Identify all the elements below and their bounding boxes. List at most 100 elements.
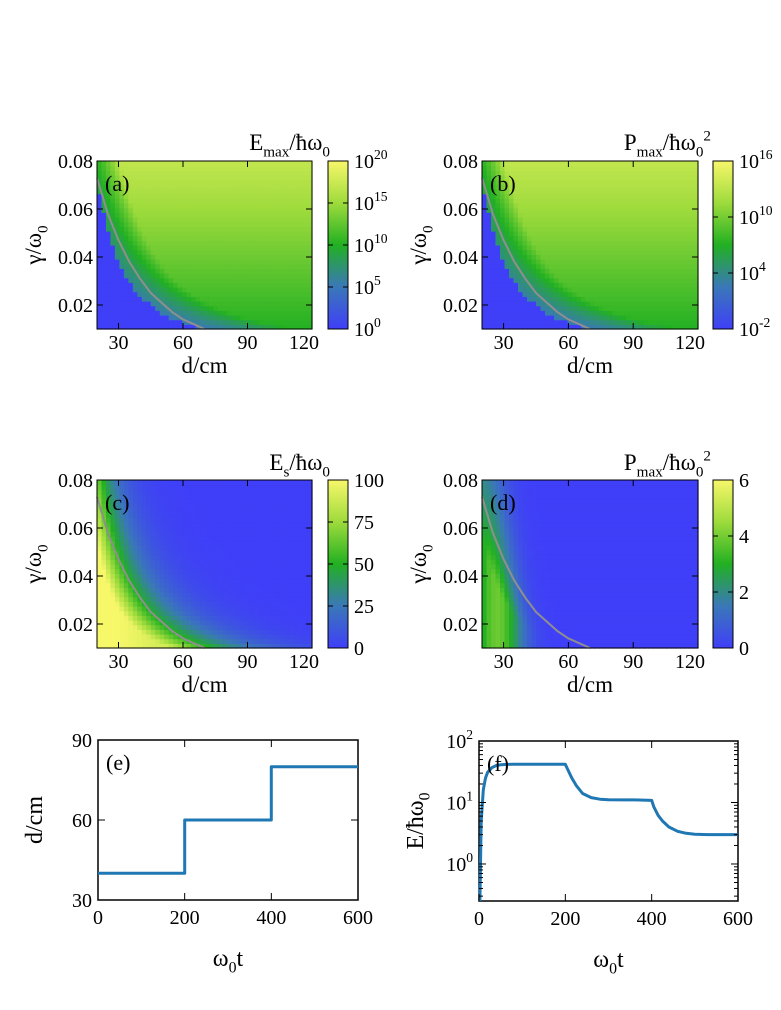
heatmap-cell — [527, 235, 533, 241]
heatmap-cell — [141, 578, 147, 584]
heatmap-cell — [675, 240, 681, 246]
heatmap-cell — [186, 601, 192, 607]
heatmap-cell — [101, 249, 107, 255]
heatmap-cell — [558, 235, 564, 241]
heatmap-cell — [186, 517, 192, 523]
heatmap-cell — [222, 522, 228, 528]
heatmap-cell — [235, 319, 241, 325]
heatmap-cell — [267, 193, 273, 199]
heatmap-cell — [186, 161, 192, 167]
heatmap-cell — [110, 498, 116, 504]
heatmap-cell — [558, 268, 564, 274]
heatmap-cell — [280, 319, 286, 325]
heatmap-cell — [200, 268, 206, 274]
heatmap-cell — [97, 624, 103, 630]
heatmap-cell — [186, 587, 192, 593]
heatmap-cell — [657, 315, 663, 321]
heatmap-cell — [531, 193, 537, 199]
heatmap-cell — [114, 282, 120, 288]
heatmap-cell — [159, 254, 165, 260]
heatmap-cell — [285, 282, 291, 288]
heatmap-cell — [289, 198, 295, 204]
heatmap-cell — [159, 184, 165, 190]
heatmap-cell — [177, 554, 183, 560]
heatmap-cell — [249, 165, 255, 171]
heatmap-cell — [155, 606, 161, 612]
heatmap-cell — [132, 592, 138, 598]
heatmap-cell — [662, 305, 668, 311]
heatmap-cell — [518, 235, 524, 241]
heatmap-cell — [249, 540, 255, 546]
heatmap-cell — [612, 319, 618, 325]
heatmap-cell — [554, 170, 560, 176]
heatmap-cell — [186, 629, 192, 635]
heatmap-cell — [231, 573, 237, 579]
heatmap-cell — [262, 508, 268, 514]
heatmap-cell — [513, 235, 519, 241]
heatmap-cell — [271, 606, 277, 612]
heatmap-cell — [590, 324, 596, 330]
heatmap-cell — [486, 221, 492, 227]
heatmap-cell — [97, 175, 103, 181]
heatmap-cell — [217, 620, 224, 626]
heatmap-cell — [590, 305, 596, 311]
heatmap-cell — [522, 291, 528, 297]
heatmap-cell — [513, 287, 519, 293]
heatmap-cell — [563, 324, 569, 330]
heatmap-cell — [114, 301, 120, 307]
heatmap-cell — [213, 568, 219, 574]
heatmap-cell — [693, 240, 699, 246]
heatmap-cell — [159, 596, 165, 602]
heatmap-cell — [235, 615, 241, 621]
heatmap-cell — [182, 184, 188, 190]
heatmap-cell — [222, 526, 228, 532]
x-tick-label: 30 — [109, 332, 129, 354]
heatmap-cell — [226, 161, 232, 167]
heatmap-cell — [213, 606, 219, 612]
heatmap-cell — [258, 578, 264, 584]
heatmap-cell — [599, 235, 605, 241]
heatmap-cell — [97, 170, 103, 176]
heatmap-cell — [208, 540, 215, 546]
heatmap-cell — [155, 620, 161, 626]
heatmap-cell — [226, 559, 232, 565]
heatmap-cell — [164, 568, 170, 574]
heatmap-cell — [558, 221, 564, 227]
heatmap-cell — [97, 245, 103, 251]
heatmap-cell — [644, 165, 650, 171]
heatmap-cell — [240, 573, 246, 579]
heatmap-cell — [522, 268, 528, 274]
heatmap-cell — [200, 503, 206, 509]
heatmap-cell — [518, 165, 524, 171]
heatmap-cell — [271, 498, 277, 504]
heatmap-cell — [294, 291, 300, 297]
heatmap-cell — [177, 601, 183, 607]
heatmap-cell — [594, 235, 600, 241]
heatmap-cell — [495, 165, 501, 171]
heatmap-cell — [267, 189, 273, 195]
heatmap-cell — [235, 291, 241, 297]
heatmap-cell — [244, 231, 250, 237]
heatmap-cell — [173, 489, 179, 495]
heatmap-cell — [567, 305, 573, 311]
heatmap-cell — [621, 165, 627, 171]
heatmap-cell — [513, 324, 519, 330]
heatmap-cell — [110, 531, 116, 537]
heatmap-cell — [235, 568, 241, 574]
heatmap-cell — [105, 554, 112, 560]
heatmap-cell — [114, 207, 120, 213]
heatmap-cell — [249, 489, 255, 495]
heatmap-cell — [173, 573, 179, 579]
heatmap-cell — [671, 324, 677, 330]
heatmap-cell — [693, 212, 699, 218]
heatmap-cell — [240, 624, 246, 630]
heatmap-cell — [527, 231, 533, 237]
heatmap-cell — [599, 212, 605, 218]
heatmap-cell — [132, 324, 138, 330]
heatmap-cell — [182, 545, 188, 551]
heatmap-cell — [653, 175, 659, 181]
heatmap-cell — [186, 212, 192, 218]
heatmap-cell — [294, 235, 300, 241]
heatmap-cell — [594, 259, 600, 265]
heatmap-cell — [648, 319, 654, 325]
